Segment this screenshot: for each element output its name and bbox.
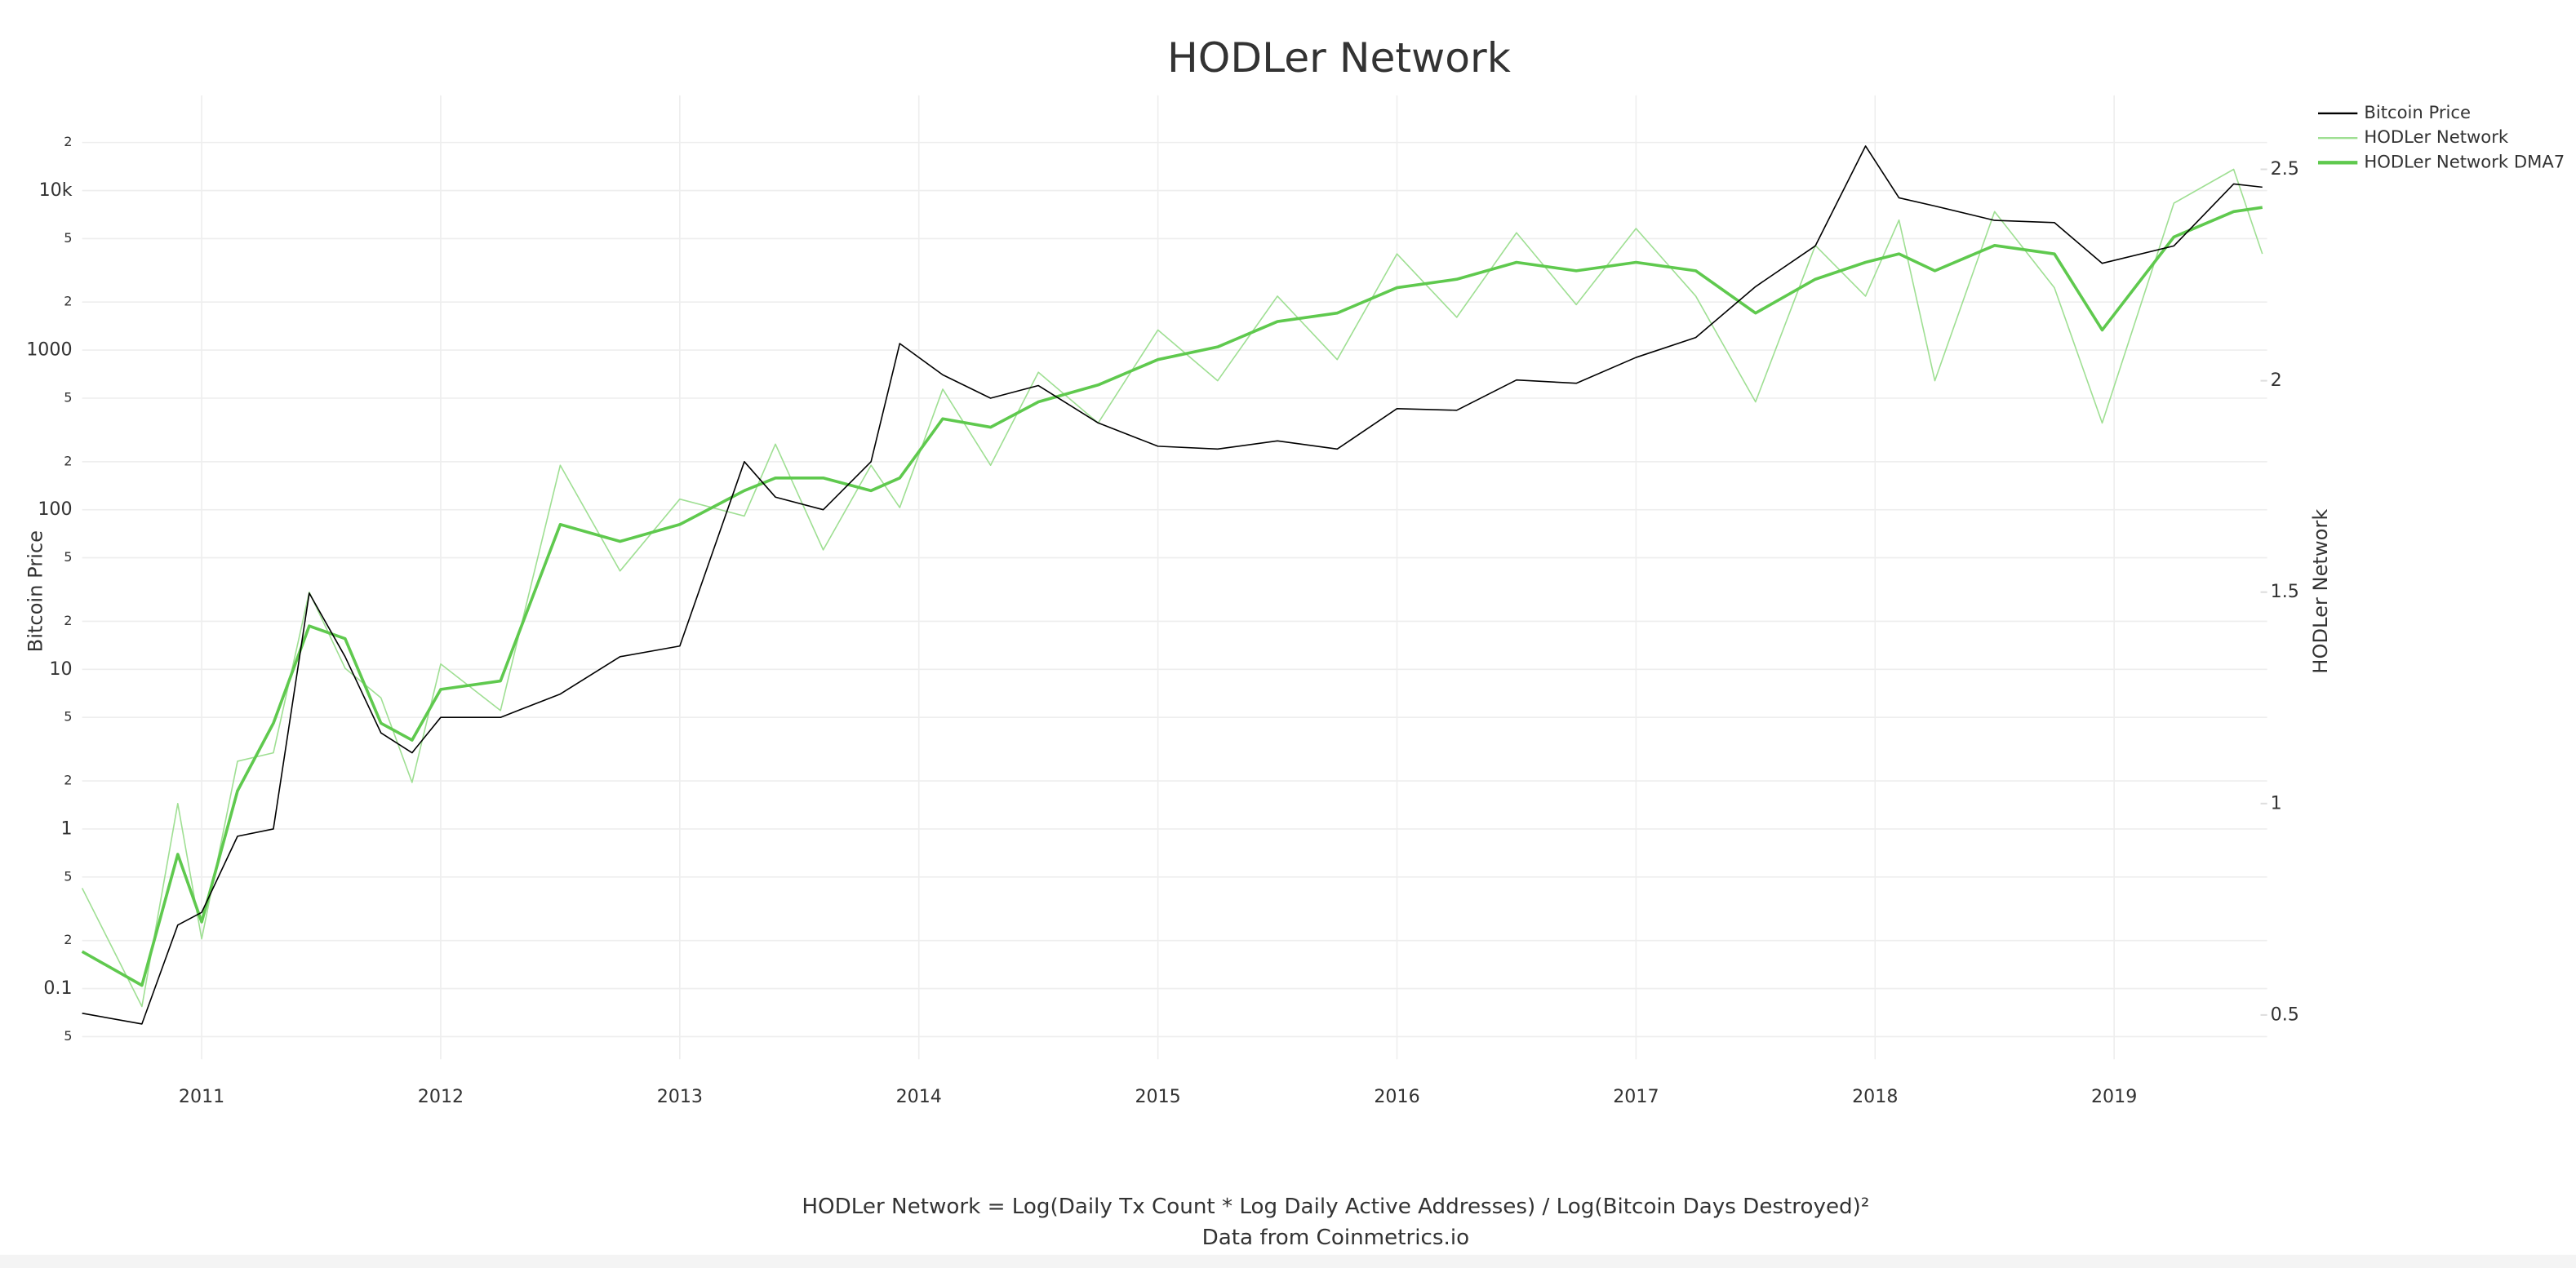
- chart-title: HODLer Network: [1167, 33, 1511, 82]
- x-tick-label: 2013: [657, 1086, 703, 1107]
- annotation: HODLer Network = Log(Daily Tx Count * Lo…: [802, 1195, 1869, 1219]
- y-tick-label: 2: [64, 613, 72, 628]
- x-tick-label: 2017: [1613, 1086, 1659, 1107]
- y-tick-label: 5: [64, 868, 72, 884]
- y-tick-label: 2: [64, 134, 72, 149]
- y-tick-label: 2: [64, 294, 72, 309]
- y-tick-label: 0.1: [43, 978, 72, 999]
- legend-label: HODLer Network DMA7: [2364, 151, 2565, 171]
- y-axis-title: Bitcoin Price: [24, 530, 47, 652]
- y2-tick-label: 2: [2271, 370, 2282, 391]
- y-tick-label: 10: [49, 658, 72, 680]
- x-tick-label: 2019: [2091, 1086, 2137, 1107]
- y2-tick-label: 1.5: [2271, 581, 2299, 602]
- series-line: [81, 206, 2263, 987]
- y-tick-label: 1: [60, 818, 72, 839]
- x-tick-label: 2016: [1374, 1086, 1419, 1107]
- y-tick-label: 5: [64, 709, 72, 725]
- y-tick-label: 100: [38, 499, 72, 520]
- y2-tick-label: 0.5: [2271, 1004, 2299, 1025]
- y-tick-label: 5: [64, 1028, 72, 1044]
- x-tick-label: 2012: [418, 1086, 464, 1107]
- series-line: [81, 168, 2263, 1008]
- y-tick-label: 10k: [39, 180, 73, 201]
- annotation: Data from Coinmetrics.io: [1202, 1226, 1470, 1250]
- y-tick-label: 2: [64, 932, 72, 947]
- y-tick-label: 5: [64, 389, 72, 405]
- legend-label: Bitcoin Price: [2364, 102, 2471, 122]
- y2-tick-label: 1: [2271, 792, 2282, 814]
- y2-tick-label: 2.5: [2271, 158, 2299, 180]
- x-tick-label: 2015: [1135, 1086, 1180, 1107]
- x-tick-label: 2014: [896, 1086, 942, 1107]
- bottom-strip: [0, 1254, 2576, 1268]
- y-tick-label: 2: [64, 453, 72, 468]
- x-tick-label: 2018: [1852, 1086, 1898, 1107]
- y-tick-label: 5: [64, 549, 72, 565]
- legend-label: HODLer Network: [2364, 126, 2509, 147]
- x-tick-label: 2011: [179, 1086, 224, 1107]
- y-tick-label: 1000: [26, 339, 72, 361]
- series-line: [82, 145, 2263, 1025]
- y-tick-label: 2: [64, 773, 72, 788]
- y-tick-label: 5: [64, 230, 72, 246]
- y2-axis-title: HODLer Network: [2309, 509, 2332, 674]
